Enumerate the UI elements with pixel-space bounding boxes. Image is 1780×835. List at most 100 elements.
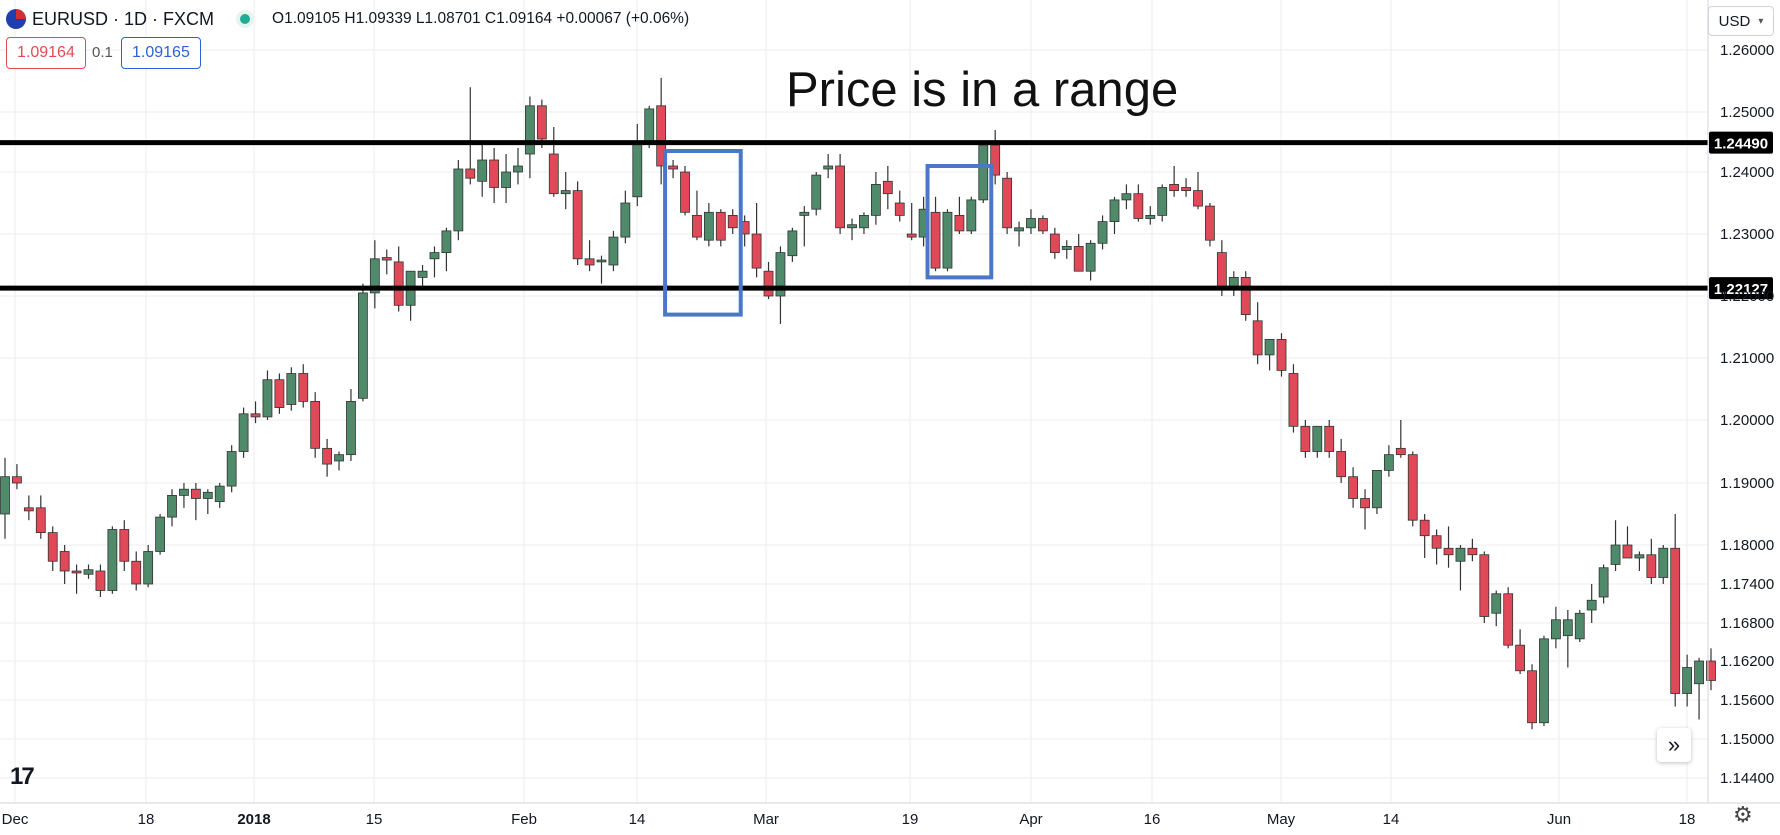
candle-body (143, 551, 154, 585)
candle-body (1264, 338, 1275, 356)
time-tick-label: Feb (511, 811, 537, 828)
candle-body (477, 159, 488, 182)
candle-body (226, 451, 237, 487)
time-tick-label: Apr (1019, 811, 1042, 828)
candle-body (775, 252, 786, 297)
candle-body (1216, 252, 1227, 288)
price-tick-label: 1.24000 (1720, 164, 1774, 181)
candle-body (668, 165, 678, 170)
time-tick-label: 19 (902, 811, 919, 828)
candle-body (83, 569, 94, 575)
candle-body (763, 270, 774, 297)
candle-body (1658, 547, 1669, 578)
settings-gear-icon[interactable]: ⚙ (1733, 802, 1753, 827)
candle-body (262, 379, 273, 418)
candle-body (1109, 199, 1120, 222)
currency-select[interactable]: USD ▾ (1708, 6, 1774, 36)
candle-body (1228, 276, 1239, 288)
price-tick-label: 1.16200 (1720, 653, 1774, 670)
price-tick-label: 1.20000 (1720, 412, 1774, 429)
candle-body (1562, 619, 1573, 637)
candle-body (465, 168, 476, 179)
candle-body (966, 199, 977, 232)
price-tick-label: 1.17400 (1720, 576, 1774, 593)
time-tick-label: 14 (629, 811, 646, 828)
candle-body (727, 214, 738, 229)
candle-body (513, 165, 523, 173)
candle-body (35, 507, 46, 533)
candle-body (1503, 593, 1514, 646)
candle-body (1431, 535, 1442, 549)
level-price-tag (1709, 131, 1773, 154)
time-tick-label: Jun (1547, 811, 1571, 828)
candle-body (584, 258, 595, 266)
candle-body (1312, 425, 1323, 452)
chevron-down-icon: ▾ (1758, 15, 1764, 27)
candle-body (978, 144, 989, 201)
time-tick-label: 18 (1679, 811, 1696, 828)
candle-body (572, 190, 583, 260)
candle-body (453, 168, 464, 232)
candle-body (274, 379, 285, 409)
candle-body (1527, 670, 1537, 724)
candle-body (1181, 187, 1191, 191)
symbol-title[interactable]: EURUSD · 1D · FXCM (32, 8, 215, 29)
candle-body (1014, 227, 1024, 232)
candle-body (1002, 177, 1013, 229)
candle-body (1682, 667, 1693, 694)
time-tick-label: 2018 (237, 811, 270, 828)
scroll-to-realtime-button[interactable]: » (1657, 728, 1691, 762)
candle-body (894, 202, 905, 216)
candle-body (1324, 425, 1335, 452)
candle-body (441, 230, 452, 253)
candle-body (656, 105, 667, 167)
time-tick-label: Dec (2, 811, 29, 828)
price-tick-label: 1.14400 (1720, 770, 1774, 787)
eurusd-flag-icon (6, 9, 26, 29)
candle-body (369, 258, 380, 294)
candle-body (1634, 554, 1645, 559)
candle-body (1133, 193, 1144, 219)
candle-body (1336, 451, 1347, 478)
sell-price-button[interactable]: 1.09164 (6, 37, 86, 69)
candle-body (1419, 519, 1430, 537)
candle-body (882, 180, 893, 195)
candle-body (1300, 425, 1311, 452)
time-tick-label: Mar (753, 811, 779, 828)
candle-body (95, 570, 106, 591)
candle-body (548, 153, 559, 195)
candle-body (1646, 554, 1657, 578)
level-price-tag (1709, 277, 1773, 300)
candle-body (1360, 498, 1370, 509)
time-tick-label: 14 (1383, 811, 1400, 828)
candle-body (1061, 245, 1072, 250)
candle-body (1085, 242, 1096, 272)
price-tick-label: 1.21000 (1720, 350, 1774, 367)
market-status-icon[interactable] (236, 10, 255, 28)
horizontal-levels: 1.24490 1.22127 (0, 131, 1773, 300)
candle-body (715, 211, 726, 241)
candle-body (1443, 547, 1454, 556)
candle-body (847, 224, 857, 229)
candle-body (501, 171, 511, 188)
price-tick-label: 1.16800 (1720, 615, 1774, 632)
candle-body (1276, 338, 1287, 371)
chart-annotation: Price is in a range (786, 63, 1179, 117)
candle-body (0, 476, 10, 515)
candle-body (119, 529, 130, 562)
candle-body (680, 171, 690, 213)
candle-body (1455, 547, 1466, 562)
candle-body (1372, 469, 1382, 509)
candle-body (525, 105, 535, 155)
candle-body (859, 214, 869, 229)
range-box (663, 149, 743, 317)
candle-body (393, 261, 404, 306)
level-price-label: 1.24490 (1714, 136, 1768, 153)
candle-body (1049, 233, 1060, 254)
candle-body (1670, 547, 1681, 694)
candle-body (23, 507, 34, 512)
tradingview-logo-icon[interactable]: 17 (10, 763, 35, 790)
buy-price-button[interactable]: 1.09165 (121, 37, 201, 69)
chart-header: EURUSD · 1D · FXCM O1.09105 H1.09339 L1.… (0, 0, 689, 38)
